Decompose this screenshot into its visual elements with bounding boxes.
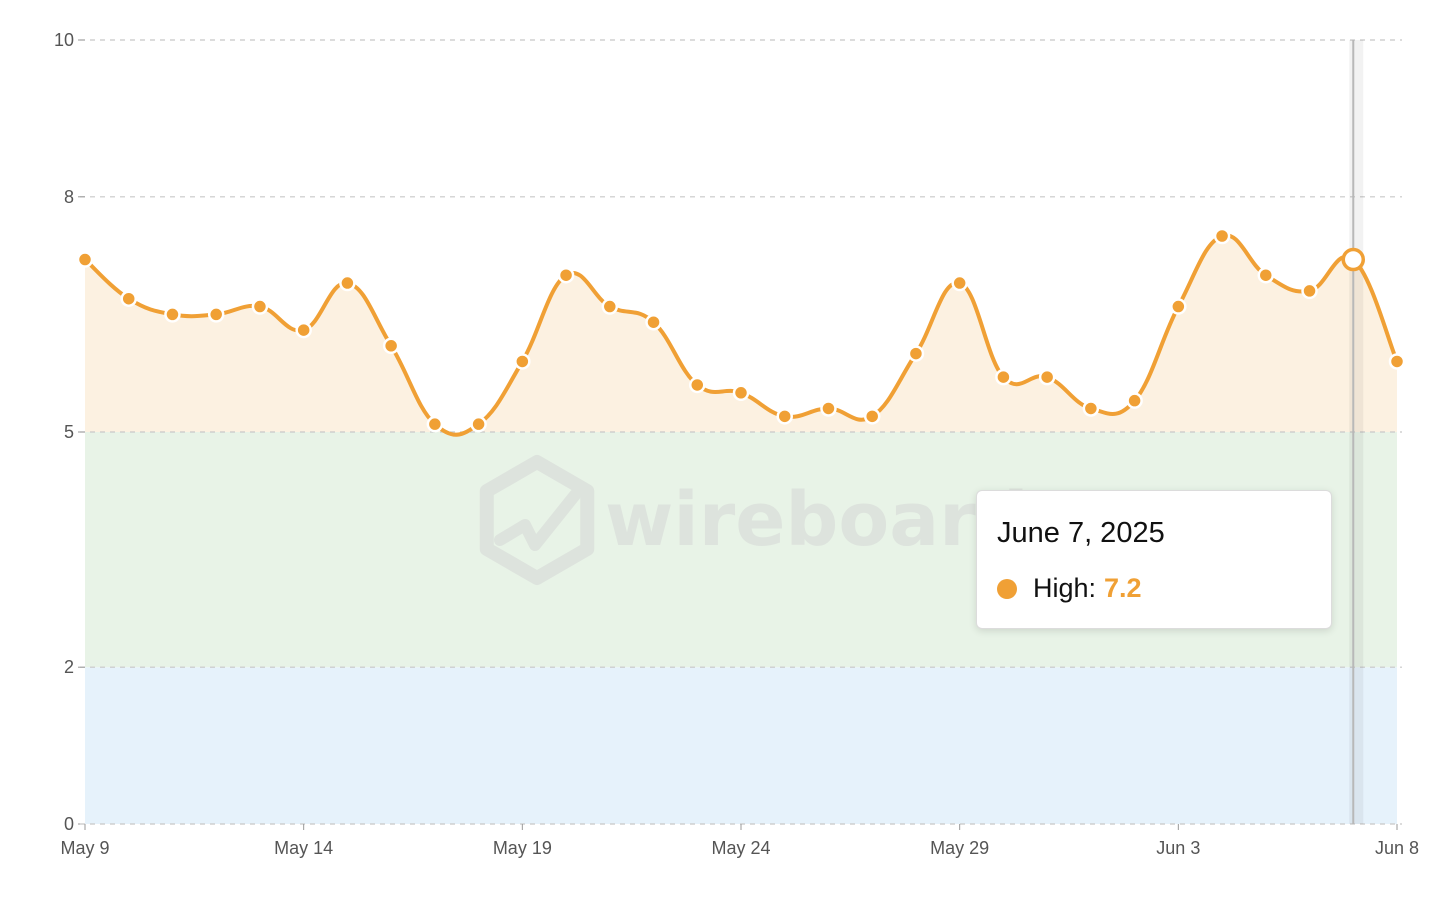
- data-point: [1038, 368, 1056, 386]
- watermark-check-icon: [494, 489, 581, 551]
- data-point: [1388, 353, 1406, 370]
- data-point: [951, 274, 968, 292]
- data-point: [863, 408, 881, 425]
- data-point: [1301, 282, 1318, 300]
- data-point: [557, 266, 575, 284]
- y-tick-label: 5: [64, 422, 74, 442]
- data-point: [339, 274, 356, 292]
- series-dot-icon: [997, 578, 1017, 599]
- data-point: [76, 251, 94, 268]
- watermark: wireboard: [479, 455, 1029, 585]
- watermark-text: wireboard: [605, 477, 1029, 563]
- data-point: [120, 290, 137, 307]
- data-point: [251, 298, 269, 315]
- data-point: [907, 345, 925, 362]
- data-point-highlighted: [1341, 247, 1366, 272]
- x-tick-label: Jun 8: [1375, 838, 1419, 858]
- y-tick-label: 10: [54, 30, 74, 50]
- data-point: [1213, 227, 1231, 245]
- data-point: [295, 321, 312, 339]
- data-point: [995, 368, 1012, 386]
- data-point: [1126, 392, 1143, 409]
- data-point: [776, 408, 793, 425]
- data-point: [1170, 298, 1187, 315]
- data-point: [164, 306, 181, 323]
- tooltip-series-label: High:: [1033, 573, 1097, 603]
- data-point: [820, 400, 837, 417]
- hover-band: [1349, 40, 1364, 824]
- data-point: [1257, 266, 1275, 284]
- y-tick-label: 2: [64, 657, 74, 677]
- series-line: [83, 233, 1399, 437]
- data-point: [1082, 400, 1100, 417]
- data-point: [426, 415, 444, 433]
- data-point: [382, 337, 400, 355]
- x-tick-label: May 14: [274, 838, 333, 858]
- data-point: [689, 376, 706, 394]
- x-tick-label: May 19: [493, 838, 552, 858]
- x-tick-label: May 9: [60, 838, 109, 858]
- data-point: [732, 384, 750, 402]
- data-point: [470, 415, 487, 433]
- data-point: [601, 298, 619, 315]
- data-point: [645, 313, 662, 331]
- tooltip-row: High: 7.2: [997, 573, 1142, 604]
- x-tick-label: Jun 3: [1156, 838, 1200, 858]
- tooltip: June 7, 2025 High: 7.2: [976, 490, 1332, 629]
- x-tick-label: May 29: [930, 838, 989, 858]
- x-tick-label: May 24: [711, 838, 770, 858]
- y-tick-label: 8: [64, 187, 74, 207]
- y-tick-label: 0: [64, 814, 74, 834]
- watermark-logo-icon: [479, 455, 595, 585]
- data-point: [207, 306, 225, 323]
- tooltip-date: June 7, 2025: [997, 517, 1165, 549]
- tooltip-value: 7.2: [1104, 573, 1142, 603]
- band-0: [85, 667, 1397, 824]
- data-point: [514, 353, 531, 370]
